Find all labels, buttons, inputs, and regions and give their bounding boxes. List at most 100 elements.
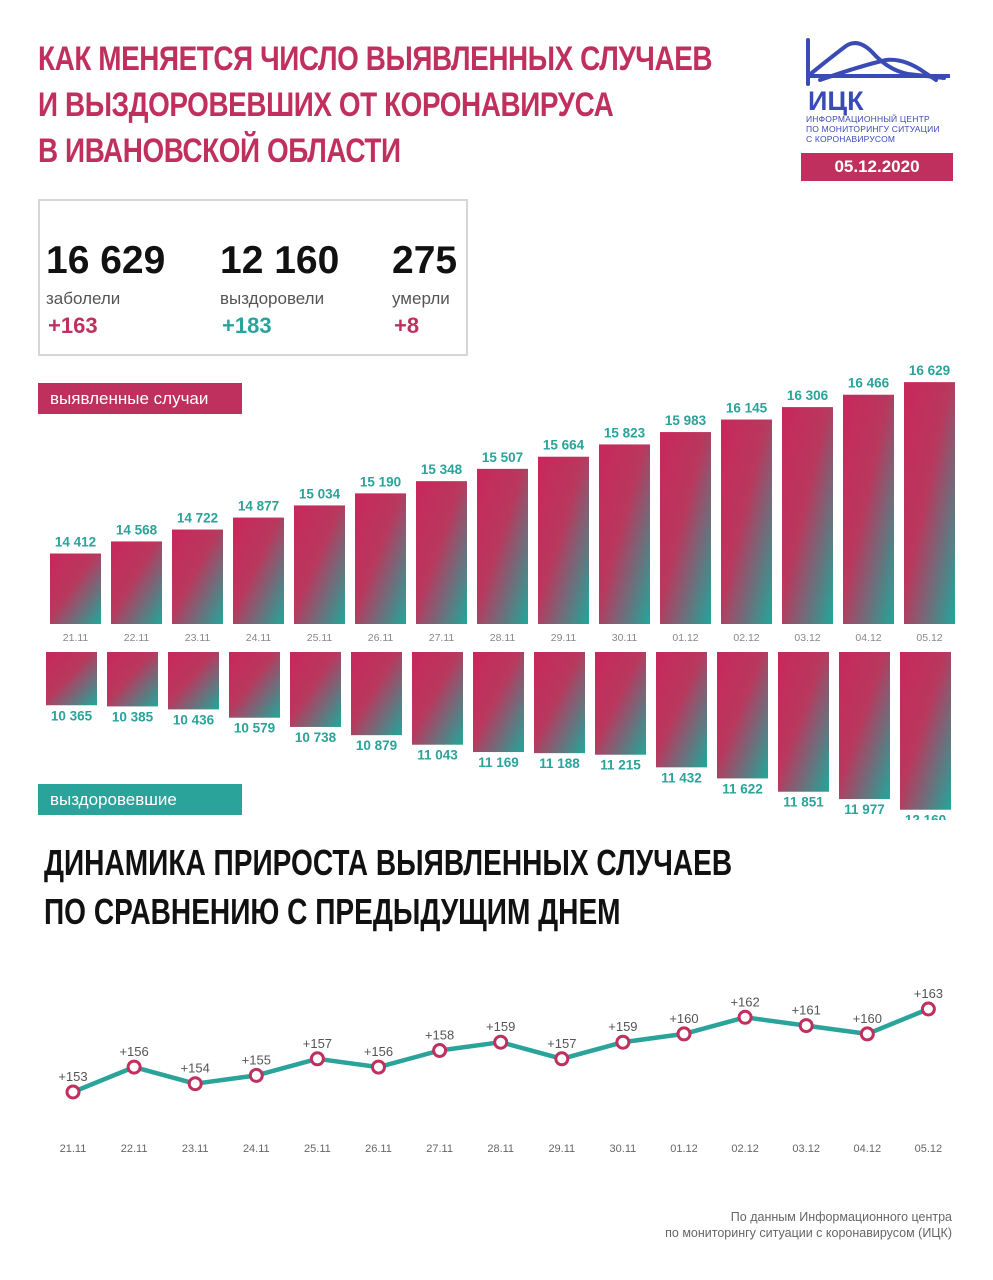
x-tick-label: 05.12	[916, 632, 942, 644]
growth-point	[493, 1034, 509, 1050]
growth-point-label: +157	[547, 1036, 576, 1051]
cases-bar	[172, 529, 223, 624]
cases-recovered-bar-chart: 14 412 21.11 10 365 14 568 22.11 10 385 14 722…	[46, 363, 955, 820]
x-tick-label: 29.11	[551, 632, 577, 644]
cases-bar	[477, 468, 528, 624]
x-tick-label: 04.12	[855, 632, 881, 644]
recovered-bar-label: 10 385	[112, 709, 154, 724]
cases-bar-label: 16 466	[848, 376, 890, 391]
x-tick-label: 30.11	[612, 632, 638, 644]
growth-point-label: +159	[608, 1019, 637, 1034]
page-title: Как меняется число выявленных случаев и …	[38, 36, 713, 174]
recovered-value: 12 160	[220, 239, 340, 282]
growth-point	[615, 1034, 631, 1050]
title-line-3: в Ивановской области	[38, 132, 401, 170]
recovered-bar-label: 10 436	[173, 712, 215, 727]
growth-point	[65, 1084, 81, 1100]
line-x-tick-label: 21.11	[60, 1143, 87, 1155]
recovered-bar	[290, 652, 341, 727]
title-line-2: и выздоровевших от коронавируса	[38, 86, 614, 124]
recovered-bar-label: 11 851	[783, 795, 824, 810]
cases-bar	[538, 456, 589, 624]
recovered-bar-label: 11 188	[539, 756, 580, 771]
daily-growth-line-chart: +153 21.11 +156 22.11 +154 23.11 +155 24.11 +157…	[58, 986, 943, 1155]
cases-bar-label: 15 348	[421, 462, 463, 477]
x-tick-label: 22.11	[124, 632, 150, 644]
line-x-tick-label: 22.11	[121, 1143, 148, 1155]
stats-panel: 16 629 заболели +163 12 160 выздоровели …	[38, 199, 468, 356]
growth-point	[676, 1026, 692, 1042]
recovered-label: выздоровели	[220, 289, 325, 308]
growth-point	[737, 1009, 753, 1025]
cases-bar-label: 15 823	[604, 425, 646, 440]
footnote-line-2: по мониторингу ситуации с коронавирусом …	[665, 1226, 952, 1240]
recovered-bar-label: 10 738	[295, 730, 337, 745]
growth-point-label: +154	[181, 1061, 210, 1076]
itsk-logo: ИЦК	[806, 38, 950, 116]
infected-delta: +163	[48, 313, 98, 338]
x-tick-label: 03.12	[794, 632, 820, 644]
growth-point	[432, 1043, 448, 1058]
cases-bar	[660, 432, 711, 624]
line-x-tick-label: 26.11	[365, 1143, 392, 1155]
growth-point-label: +157	[303, 1036, 332, 1051]
cases-bar-label: 15 034	[299, 486, 341, 501]
recovered-bar	[900, 652, 951, 810]
growth-point	[798, 1018, 814, 1034]
x-tick-label: 26.11	[368, 632, 394, 644]
recovered-bar-label: 11 432	[661, 770, 702, 785]
date-badge: 05.12.2020	[801, 153, 953, 181]
logo-subtitle-line-3: с коронавирусом	[806, 134, 896, 144]
cases-bar-label: 14 877	[238, 499, 279, 514]
x-tick-label: 21.11	[63, 632, 89, 644]
growth-point	[248, 1067, 264, 1083]
cases-bar	[782, 407, 833, 624]
cases-bar-label: 16 145	[726, 401, 768, 416]
cases-bar	[233, 517, 284, 624]
line-x-tick-label: 05.12	[915, 1143, 943, 1155]
growth-point	[554, 1051, 570, 1067]
logo-subtitle-line-1: Информационный центр	[806, 114, 930, 124]
line-x-tick-label: 24.11	[243, 1143, 270, 1155]
line-x-tick-label: 25.11	[304, 1143, 331, 1155]
recovered-bar	[107, 652, 158, 707]
cases-bar-label: 14 412	[55, 535, 96, 550]
recovered-bar	[839, 652, 890, 800]
line-x-tick-label: 04.12	[854, 1143, 882, 1155]
cases-bar	[111, 541, 162, 624]
recovered-delta: +183	[222, 313, 272, 338]
cases-bar-label: 15 983	[665, 413, 707, 428]
x-tick-label: 25.11	[307, 632, 333, 644]
growth-point-label: +163	[914, 986, 943, 1001]
recovered-bar	[412, 652, 463, 745]
growth-point	[920, 1001, 936, 1017]
growth-section-title: Динамика прироста выявленных случаев по …	[44, 838, 732, 936]
growth-point-label: +161	[792, 1003, 821, 1018]
growth-point-label: +158	[425, 1028, 454, 1043]
x-tick-label: 28.11	[490, 632, 516, 644]
recovered-bar-label: 12 160	[905, 813, 946, 820]
line-x-tick-label: 29.11	[548, 1143, 575, 1155]
cases-legend-tag: выявленные случаи	[38, 383, 242, 414]
cases-bar-label: 14 722	[177, 511, 218, 526]
cases-bar	[843, 394, 894, 624]
recovered-bar-label: 11 215	[600, 758, 641, 773]
source-footnote: По данным Информационного центра по мони…	[665, 1209, 952, 1241]
recovered-bar	[473, 652, 524, 753]
recovered-bar	[229, 652, 280, 718]
recovered-bar	[717, 652, 768, 779]
recovered-bar	[351, 652, 402, 736]
recovered-bar	[46, 652, 97, 706]
cases-bar	[50, 553, 101, 624]
recovered-bar-label: 10 579	[234, 721, 275, 736]
cases-bar	[599, 444, 650, 624]
recovered-bar	[656, 652, 707, 768]
growth-point-label: +160	[853, 1011, 882, 1026]
line-x-tick-label: 03.12	[792, 1143, 820, 1155]
cases-bar	[416, 481, 467, 624]
cases-bar-label: 15 664	[543, 438, 585, 453]
recovered-bar-label: 10 365	[51, 708, 93, 723]
x-tick-label: 02.12	[733, 632, 759, 644]
footnote-line-1: По данным Информационного центра	[730, 1210, 952, 1224]
recovered-bar	[595, 652, 646, 755]
